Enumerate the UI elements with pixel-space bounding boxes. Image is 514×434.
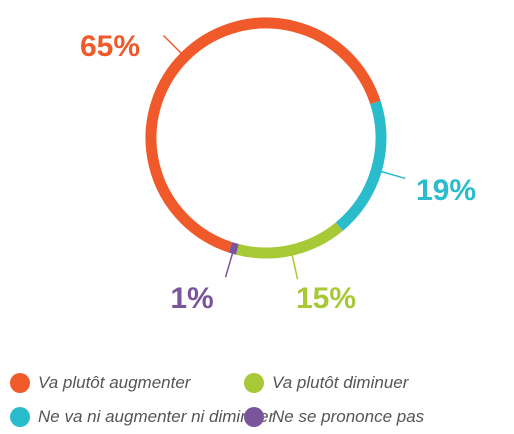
- leader-line: [291, 254, 299, 280]
- donut-segment: [145, 17, 381, 253]
- legend-label: Ne va ni augmenter ni diminuer: [38, 407, 275, 426]
- legend: Va plutôt augmenter Ne va ni augmenter ni…: [10, 366, 514, 434]
- legend-swatch: [10, 373, 30, 393]
- value-label: 65%: [80, 30, 140, 63]
- donut-segment: [236, 222, 343, 259]
- legend-item: Va plutôt augmenter: [10, 366, 244, 400]
- value-label: 15%: [296, 282, 356, 315]
- donut-segment: [228, 242, 239, 255]
- leader-line: [381, 170, 406, 180]
- legend-swatch: [10, 407, 30, 427]
- chart: 65% 19% 15% 1%: [80, 17, 476, 315]
- value-label: 1%: [170, 282, 213, 315]
- legend-label: Ne se prononce pas: [272, 407, 425, 426]
- leader-line: [162, 34, 182, 54]
- legend-label: Va plutôt augmenter: [38, 373, 191, 392]
- legend-swatch: [244, 373, 264, 393]
- legend-label: Va plutôt diminuer: [272, 373, 409, 392]
- value-label: 19%: [416, 174, 476, 207]
- legend-swatch: [244, 407, 264, 427]
- legend-item: Va plutôt diminuer: [244, 366, 514, 400]
- donut-segment: [335, 100, 387, 231]
- leader-line: [224, 253, 234, 278]
- legend-item: Ne se prononce pas: [244, 400, 514, 434]
- legend-item: Ne va ni augmenter ni diminuer: [10, 400, 274, 434]
